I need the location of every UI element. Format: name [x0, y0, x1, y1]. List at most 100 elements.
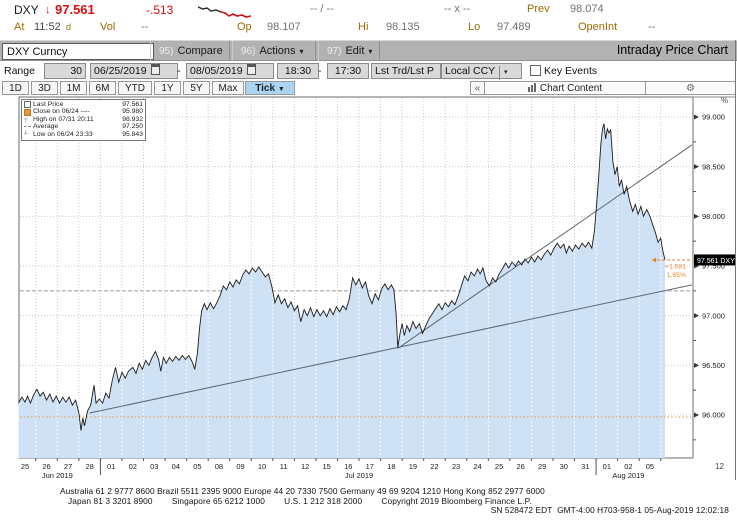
x-axis-label: 29: [538, 462, 546, 471]
collapse-icon: «: [474, 83, 481, 94]
high-label: Hi: [358, 21, 369, 33]
compare-label: Compare: [177, 45, 223, 57]
last-price-badge-text: 97.561 DXY: [697, 258, 735, 265]
x-axis-label: 05: [193, 462, 201, 471]
tab-1m[interactable]: 1M: [60, 81, 87, 95]
gear-icon: ⚙: [686, 83, 695, 94]
legend-low-marker: ┴: [24, 130, 28, 138]
footer-line-2: Japan 81 3 3201 8900 Singapore 65 6212 1…: [68, 496, 532, 506]
x-axis-label: 26: [42, 462, 50, 471]
date-dash: -: [177, 65, 181, 77]
tab-6m[interactable]: 6M: [89, 81, 116, 95]
edit-button[interactable]: 97) Edit ▾: [318, 41, 380, 61]
y-axis-label: 99.000: [702, 113, 725, 122]
x-axis-label: 08: [215, 462, 223, 471]
price-change: -.513: [146, 3, 174, 17]
quote-time: 11:52: [34, 21, 61, 33]
prev-value: 98.074: [570, 3, 604, 15]
range-bars-value: 30: [70, 65, 82, 77]
x-axis-label: 02: [624, 462, 632, 471]
edit-key: 97): [327, 46, 342, 57]
x-axis-label: 01: [603, 462, 611, 471]
actions-key: 96): [241, 46, 256, 57]
x-axis-label: 25: [21, 462, 29, 471]
x-axis-label: 04: [172, 462, 180, 471]
legend-row: Average 97.250: [24, 123, 143, 130]
compare-button[interactable]: 95) Compare: [150, 41, 230, 61]
tab-tick[interactable]: Tick ▼: [245, 81, 295, 95]
chart-content-label: Chart Content: [539, 83, 603, 94]
start-date-input[interactable]: 06/25/2019: [90, 63, 178, 79]
y-tick-arrow-icon: [694, 412, 699, 418]
ticker-symbol: DXY: [14, 3, 39, 17]
price-type-button[interactable]: Lst Trd/Lst P: [371, 63, 441, 79]
high-value: 98.135: [386, 21, 420, 33]
panel-number: 12: [715, 462, 724, 471]
end-date-input[interactable]: 08/05/2019: [186, 63, 274, 79]
end-time-input[interactable]: 17:30: [327, 63, 369, 79]
x-axis-label: 25: [495, 462, 503, 471]
tab-1y[interactable]: 1Y: [154, 81, 181, 95]
chart-content-icon: [527, 83, 536, 92]
page-title: Intraday Price Chart: [616, 43, 728, 57]
intraday-sparkline: [198, 6, 252, 18]
menu-toolbar: 95)Compare 96)Actions▾ 97)Edit▾ Intraday…: [0, 40, 737, 61]
end-date-value: 08/05/2019: [190, 65, 243, 77]
tab-3d[interactable]: 3D: [31, 81, 58, 95]
legend-value: 98.932: [122, 115, 143, 123]
month-label: Aug 2019: [612, 471, 644, 480]
tab-5y[interactable]: 5Y: [183, 81, 210, 95]
y-tick-arrow-icon: [694, 362, 699, 368]
x-axis-label: 23: [452, 462, 460, 471]
tab-max[interactable]: Max: [212, 81, 244, 95]
key-events-label: Key Events: [544, 65, 598, 77]
currency-select[interactable]: Local CCY ▾: [441, 63, 522, 80]
tab-ytd[interactable]: YTD: [118, 81, 152, 95]
legend-label: Last Price: [33, 101, 64, 108]
range-bars-input[interactable]: 30: [44, 63, 86, 79]
trendline[interactable]: [397, 144, 693, 349]
legend-value: 97.561: [122, 101, 143, 108]
price-chart-plot[interactable]: +1.581 1.65% 99.000 98.500 98.000 97.500 97.00…: [0, 94, 737, 486]
period-tab-row: 1D 3D 1M 6M YTD 1Y 5Y Max Tick ▼ « Chart Conten…: [0, 81, 737, 97]
calendar-icon[interactable]: [150, 64, 160, 75]
key-events-checkbox[interactable]: [530, 65, 541, 76]
x-axis-label: 03: [150, 462, 158, 471]
start-time-input[interactable]: 18:30: [277, 63, 319, 79]
collapse-button[interactable]: «: [470, 81, 485, 95]
percent-axis-toggle[interactable]: %: [721, 96, 729, 105]
prev-label: Prev: [527, 3, 550, 15]
panel-right-border: [735, 40, 736, 480]
start-date-value: 06/25/2019: [94, 65, 147, 77]
last-price-badge: [694, 254, 736, 266]
y-tick-arrow-icon: [694, 164, 699, 170]
open-value: 98.107: [267, 21, 301, 33]
x-axis-label: 12: [301, 462, 309, 471]
y-tick-arrow-icon: [694, 313, 699, 319]
x-axis-label: 19: [409, 462, 417, 471]
y-axis-label: 96.000: [702, 411, 725, 420]
legend-value: 95.843: [122, 130, 143, 138]
chart-content-button[interactable]: Chart Content: [484, 81, 646, 95]
security-input[interactable]: [2, 43, 154, 60]
legend-last-marker: [24, 101, 33, 109]
legend-value: 95.980: [122, 108, 143, 116]
chart-settings-button[interactable]: ⚙: [645, 81, 736, 95]
delay-flag: d: [66, 22, 72, 32]
calendar-icon[interactable]: [246, 64, 256, 75]
x-axis-label: 18: [387, 462, 395, 471]
actions-dropdown-icon: ▾: [299, 47, 304, 56]
tab-1d[interactable]: 1D: [2, 81, 29, 95]
range-bar: Range 30 06/25/2019 - 08/05/2019 18:30 -…: [0, 62, 737, 81]
trendline[interactable]: [89, 284, 693, 414]
x-axis-label: 05: [646, 462, 654, 471]
x-axis-label: 09: [236, 462, 244, 471]
low-value: 97.489: [497, 21, 531, 33]
legend-row: ┬ High on 07/31 20:11 98.932: [24, 116, 143, 123]
actions-button[interactable]: 96) Actions ▾: [232, 41, 316, 61]
legend-row: ┴ Low on 06/24 23:33 95.843: [24, 131, 143, 138]
x-axis-label: 17: [366, 462, 374, 471]
edit-label: Edit: [345, 45, 365, 57]
x-axis-label: 10: [258, 462, 266, 471]
y-tick-arrow-icon: [694, 213, 699, 219]
